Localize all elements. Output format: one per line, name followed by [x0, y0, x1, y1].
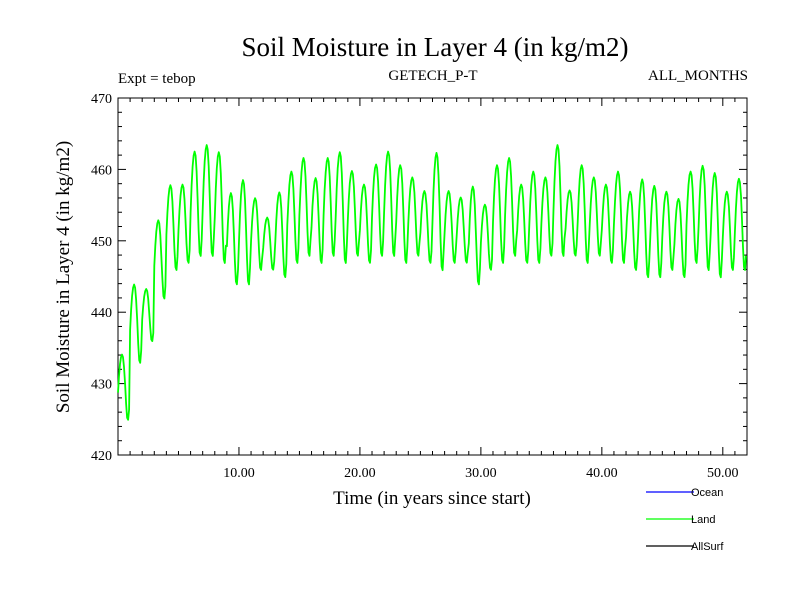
chart-title: Soil Moisture in Layer 4 (in kg/m2) — [242, 32, 629, 62]
y-tick-label-470: 470 — [91, 92, 112, 107]
y-tick-label-440: 440 — [91, 306, 112, 321]
y-tick-label-450: 450 — [91, 235, 112, 250]
x-tick-label-10: 10.00 — [223, 466, 255, 481]
plot-frame — [117, 97, 748, 456]
legend-land-label: Land — [691, 514, 715, 526]
x-tick-label-20: 20.00 — [344, 466, 376, 481]
axis-ticks — [118, 97, 747, 456]
subtitle-months: ALL_MONTHS — [648, 68, 748, 84]
x-tick-label-40: 40.00 — [586, 466, 618, 481]
subtitle-experiment: Expt = tebop — [118, 71, 196, 87]
legend-ocean-label: Ocean — [691, 487, 723, 499]
subtitle-dataset: GETECH_P-T — [388, 68, 477, 84]
y-tick-label-460: 460 — [91, 163, 112, 178]
y-tick-label-430: 430 — [91, 378, 112, 393]
x-tick-label-50: 50.00 — [707, 466, 739, 481]
series-layer — [117, 144, 747, 421]
y-axis-label: Soil Moisture in Layer 4 (in kg/m2) — [53, 141, 74, 413]
series-land-line — [117, 144, 747, 421]
y-tick-label-420: 420 — [91, 449, 112, 464]
x-axis-label: Time (in years since start) — [333, 488, 531, 509]
legend: Ocean Land AllSurf — [646, 487, 724, 553]
legend-allsurf-label: AllSurf — [691, 541, 724, 553]
x-tick-label-30: 30.00 — [465, 466, 497, 481]
